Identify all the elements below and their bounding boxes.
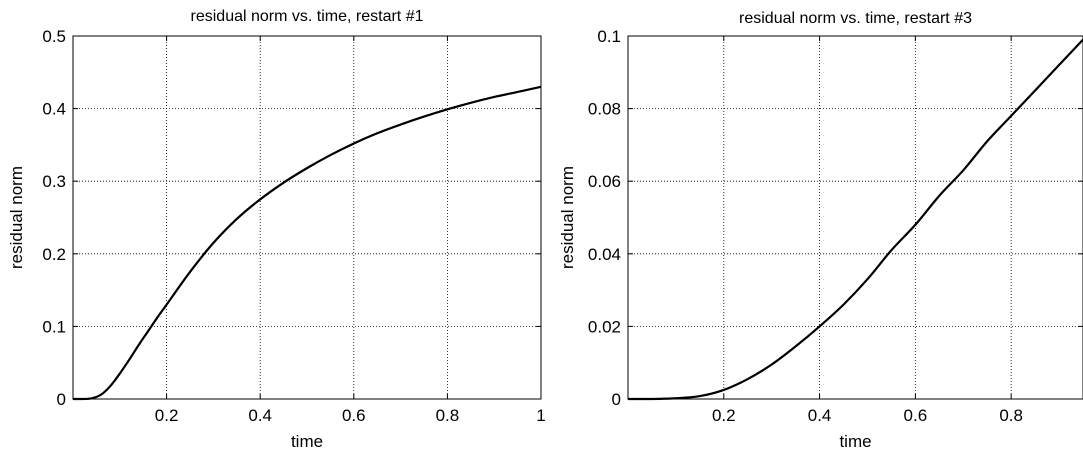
chart-panel-2: 0.2 0.4 0.6 0.8 0 0.02 0.04 0.06 0.08 0.1 residual…	[558, 10, 1083, 451]
x-axis-label: time	[291, 432, 323, 451]
x-tick-label: 0.2	[712, 406, 736, 425]
axes-frame	[72, 35, 542, 400]
y-tick-label: 0	[612, 390, 621, 409]
y-tick-label: 0.4	[42, 100, 66, 119]
chart-title: residual norm vs. time, restart #3	[739, 10, 972, 27]
y-tick-label: 0.3	[42, 172, 66, 191]
series-line-1	[627, 38, 1083, 401]
y-tick-label: 0.02	[588, 317, 621, 336]
x-tick-label: 0.2	[155, 406, 179, 425]
y-tick-label: 0.06	[588, 172, 621, 191]
y-tick-label: 0	[57, 390, 66, 409]
x-tick-label: 0.6	[904, 406, 928, 425]
x-tick-label: 1	[536, 406, 545, 425]
y-tick-label: 0.1	[42, 317, 66, 336]
chart-panel-1: 0.2 0.4 0.6 0.8 1 0 0.1 0.2 0.3 0.4 0.5 residual no…	[7, 8, 546, 451]
y-tick-label: 0.04	[588, 245, 621, 264]
x-tick-label: 0.4	[248, 406, 272, 425]
axes-frame	[627, 35, 1083, 400]
x-tick-label: 0.4	[808, 406, 832, 425]
y-tick-label: 0.5	[42, 27, 66, 46]
y-axis-label: residual norm	[558, 166, 577, 269]
x-tick-label: 0.6	[342, 406, 366, 425]
y-tick-label: 0.1	[597, 27, 621, 46]
x-tick-label: 0.8	[999, 406, 1023, 425]
y-tick-label: 0.2	[42, 245, 66, 264]
x-axis-label: time	[839, 432, 871, 451]
y-axis-label: residual norm	[7, 166, 26, 269]
series-line-1	[72, 85, 542, 401]
y-tick-label: 0.08	[588, 100, 621, 119]
chart-title: residual norm vs. time, restart #1	[191, 8, 424, 25]
x-tick-label: 0.8	[436, 406, 460, 425]
